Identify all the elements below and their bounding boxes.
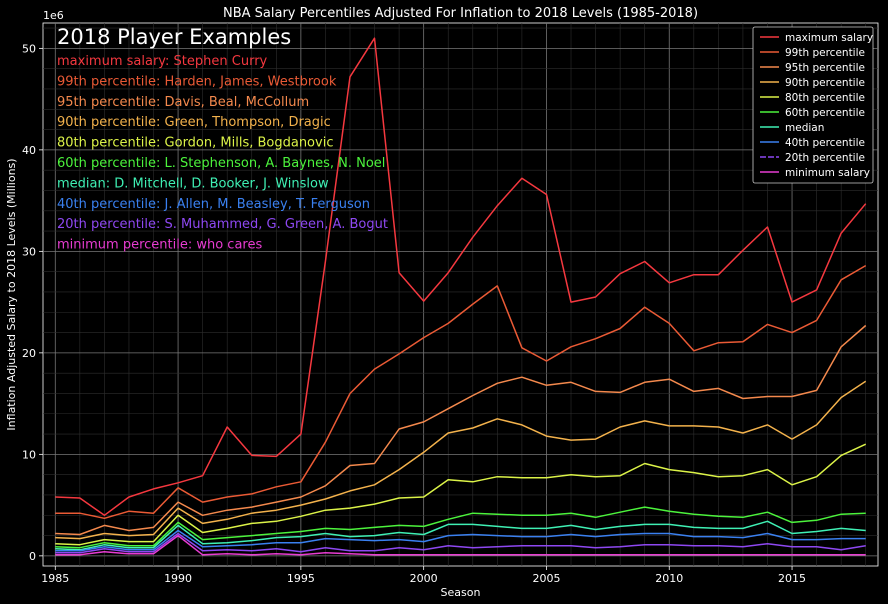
series-line-99th-percentile bbox=[55, 264, 867, 520]
legend-frame bbox=[752, 26, 874, 184]
y-tick-label: 40 bbox=[22, 144, 36, 157]
series-line-median bbox=[55, 520, 866, 551]
series-lines bbox=[55, 37, 867, 556]
annotation-line: 80th percentile: Gordon, Mills, Bogdanov… bbox=[57, 136, 333, 151]
y-tick-label: 10 bbox=[22, 448, 36, 461]
series-line-60th-percentile bbox=[55, 506, 866, 549]
x-tick-label: 2005 bbox=[532, 572, 560, 585]
player-annotations: 2018 Player Examples maximum salary: Step… bbox=[57, 25, 388, 253]
y-tick-label: 20 bbox=[22, 347, 36, 360]
series-line-maximum-salary bbox=[55, 37, 867, 517]
y-tick-label: 50 bbox=[22, 42, 36, 55]
y-tick-label: 0 bbox=[29, 550, 36, 563]
legend-label: 90th percentile bbox=[785, 77, 865, 89]
series-line-40th-percentile bbox=[55, 529, 866, 552]
annotation-line: 40th percentile: J. Allen, M. Beasley, T… bbox=[57, 197, 370, 212]
x-tick-label: 2015 bbox=[778, 572, 806, 585]
legend-label: 99th percentile bbox=[785, 47, 865, 59]
annotation-title: 2018 Player Examples bbox=[57, 25, 291, 49]
annotation-line: 60th percentile: L. Stephenson, A. Bayne… bbox=[57, 156, 385, 171]
annotation-line: median: D. Mitchell, D. Booker, J. Winsl… bbox=[57, 176, 329, 191]
x-tick-label: 2000 bbox=[410, 572, 438, 585]
series-line-20th-percentile bbox=[55, 532, 866, 554]
series-line-minimum-salary bbox=[55, 534, 866, 556]
annotation-line: 95th percentile: Davis, Beal, McCollum bbox=[57, 95, 309, 110]
series-line-95th-percentile bbox=[55, 324, 867, 536]
legend-label: 40th percentile bbox=[785, 137, 865, 149]
legend-label: 60th percentile bbox=[785, 107, 865, 119]
annotation-line: minimum percentile: who cares bbox=[57, 238, 262, 253]
legend-label: minimum salary bbox=[785, 167, 870, 179]
legend-label: 80th percentile bbox=[785, 92, 865, 104]
legend-label: maximum salary bbox=[785, 32, 873, 44]
x-tick-label: 1995 bbox=[287, 572, 315, 585]
legend-label: 95th percentile bbox=[785, 62, 865, 74]
series-line-80th-percentile bbox=[55, 443, 867, 546]
grid-lines bbox=[43, 23, 878, 566]
x-tick-label: 1985 bbox=[41, 572, 69, 585]
legend: maximum salary 99th percentile 95th percen… bbox=[752, 26, 874, 184]
legend-label: 20th percentile bbox=[785, 152, 865, 164]
x-tick-label: 1990 bbox=[164, 572, 192, 585]
x-axis-label: Season bbox=[441, 586, 481, 599]
y-axis-offset-label: 1e6 bbox=[43, 9, 64, 22]
chart-title: NBA Salary Percentiles Adjusted For Infl… bbox=[223, 6, 698, 21]
axes: 1985 1990 1995 2000 2005 2010 2015 0 10 20 30 40 50 bbox=[22, 42, 806, 585]
legend-label: median bbox=[785, 122, 824, 134]
annotation-line: 20th percentile: S. Muhammed, G. Green, … bbox=[57, 217, 388, 232]
annotation-line: maximum salary: Stephen Curry bbox=[57, 54, 268, 69]
y-tick-label: 30 bbox=[22, 245, 36, 258]
x-tick-label: 2010 bbox=[655, 572, 683, 585]
y-axis-label: Inflation Adjusted Salary to 2018 Levels… bbox=[5, 158, 18, 430]
annotation-line: 90th percentile: Green, Thompson, Dragic bbox=[57, 115, 331, 130]
series-line-90th-percentile bbox=[55, 380, 867, 540]
annotation-line: 99th percentile: Harden, James, Westbroo… bbox=[57, 74, 337, 89]
